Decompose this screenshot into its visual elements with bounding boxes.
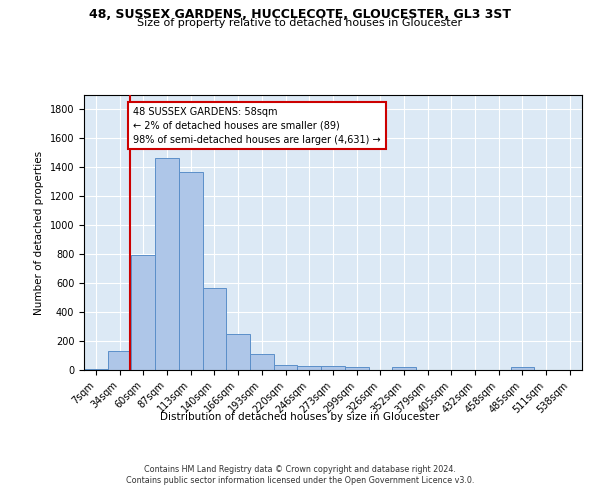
Text: 48 SUSSEX GARDENS: 58sqm
← 2% of detached houses are smaller (89)
98% of semi-de: 48 SUSSEX GARDENS: 58sqm ← 2% of detache… — [133, 106, 381, 144]
Text: Distribution of detached houses by size in Gloucester: Distribution of detached houses by size … — [160, 412, 440, 422]
Bar — [131, 255, 155, 370]
Bar — [298, 366, 322, 370]
Bar — [274, 364, 298, 370]
Text: Size of property relative to detached houses in Gloucester: Size of property relative to detached ho… — [137, 18, 463, 28]
Bar — [344, 367, 368, 370]
Bar — [108, 351, 131, 370]
Bar — [84, 368, 108, 370]
Text: Contains public sector information licensed under the Open Government Licence v3: Contains public sector information licen… — [126, 476, 474, 485]
Bar — [322, 366, 344, 370]
Text: Contains HM Land Registry data © Crown copyright and database right 2024.: Contains HM Land Registry data © Crown c… — [144, 465, 456, 474]
Y-axis label: Number of detached properties: Number of detached properties — [34, 150, 44, 314]
Bar — [226, 334, 250, 370]
Bar — [511, 367, 534, 370]
Bar — [155, 158, 179, 370]
Bar — [392, 367, 416, 370]
Bar — [250, 354, 274, 370]
Bar — [203, 288, 226, 370]
Bar — [179, 172, 203, 370]
Text: 48, SUSSEX GARDENS, HUCCLECOTE, GLOUCESTER, GL3 3ST: 48, SUSSEX GARDENS, HUCCLECOTE, GLOUCEST… — [89, 8, 511, 20]
